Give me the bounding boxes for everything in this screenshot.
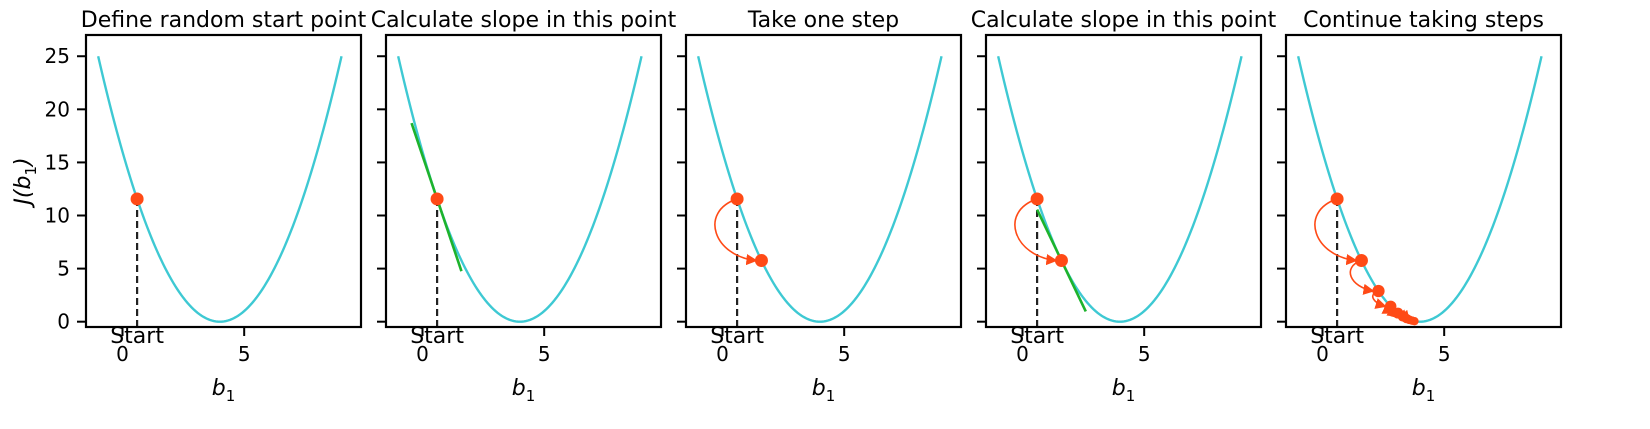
plot-area <box>397 55 643 327</box>
parameter-point <box>730 192 744 206</box>
panel-title: Calculate slope in this point <box>371 8 677 33</box>
panel-4: 0 5 Start b1 Calculate slope in this point <box>971 8 1277 405</box>
parameter-point <box>1030 192 1044 206</box>
parameter-point <box>1410 316 1419 326</box>
parameter-point <box>1372 284 1385 298</box>
panel-title: Continue taking steps <box>1303 8 1544 33</box>
parameter-point <box>1330 192 1344 206</box>
plot-area <box>1297 55 1543 327</box>
y-axis-label: J(b1) <box>11 157 40 208</box>
start-label: Start <box>710 324 764 349</box>
x-tick-label: 0 <box>416 342 429 366</box>
axes-frame <box>684 33 963 329</box>
step-arrow <box>1014 198 1058 266</box>
panel-title: Take one step <box>747 8 899 33</box>
x-tick-label: 0 <box>1316 342 1329 366</box>
panel-title: Define random start point <box>81 8 367 33</box>
x-axis-label: b1 <box>1112 376 1136 405</box>
panel-2: 0 5 Start b1 Calculate slope in this point <box>371 8 677 405</box>
start-label: Start <box>410 324 464 349</box>
y-tick-label: 15 <box>45 150 70 174</box>
x-tick-label: 5 <box>838 342 851 366</box>
plot-area <box>997 55 1243 327</box>
step-arrow <box>1314 198 1358 266</box>
parameter-point <box>130 192 144 206</box>
x-axis-label: b1 <box>1412 376 1436 405</box>
axes-frame <box>984 33 1263 329</box>
panel-3: 0 5 Start b1 Take one step <box>677 8 963 405</box>
cost-curve <box>1297 55 1543 323</box>
cost-curve <box>997 55 1243 323</box>
parameter-point <box>430 192 444 206</box>
x-tick-label: 5 <box>1438 342 1451 366</box>
x-tick-label: 0 <box>1016 342 1029 366</box>
y-tick-label: 10 <box>45 204 70 228</box>
x-tick-label: 5 <box>238 342 251 366</box>
parameter-point <box>1054 254 1068 268</box>
x-axis-label: b1 <box>512 376 536 405</box>
y-tick-label: 25 <box>45 44 70 68</box>
parameter-point <box>754 254 768 268</box>
panel-5: 0 5 Start b1 Continue taking steps <box>1277 8 1563 405</box>
x-tick-label: 0 <box>116 342 129 366</box>
x-axis-label: b1 <box>212 376 236 405</box>
cost-curve <box>697 55 943 323</box>
parameter-point <box>1384 300 1397 313</box>
plot-area <box>97 55 343 327</box>
x-axis-label: b1 <box>812 376 836 405</box>
x-tick-label: 5 <box>538 342 551 366</box>
start-label: Start <box>110 324 164 349</box>
x-tick-label: 0 <box>716 342 729 366</box>
start-label: Start <box>1310 324 1364 349</box>
parameter-point <box>1354 254 1368 268</box>
y-tick-label: 0 <box>57 310 70 334</box>
step-arrow <box>714 198 758 266</box>
y-tick-label: 5 <box>57 257 70 281</box>
start-label: Start <box>1010 324 1064 349</box>
cost-curve <box>97 55 343 323</box>
axes-frame <box>84 33 363 329</box>
axes-frame <box>384 33 663 329</box>
y-tick-label: 20 <box>45 97 70 121</box>
plot-area <box>697 55 943 327</box>
x-tick-label: 5 <box>1138 342 1151 366</box>
axes-frame <box>1284 33 1563 329</box>
panel-title: Calculate slope in this point <box>971 8 1277 33</box>
panel-1: 0 5 10 15 20 25 0 5 Start b1 Define random start p… <box>45 8 367 405</box>
